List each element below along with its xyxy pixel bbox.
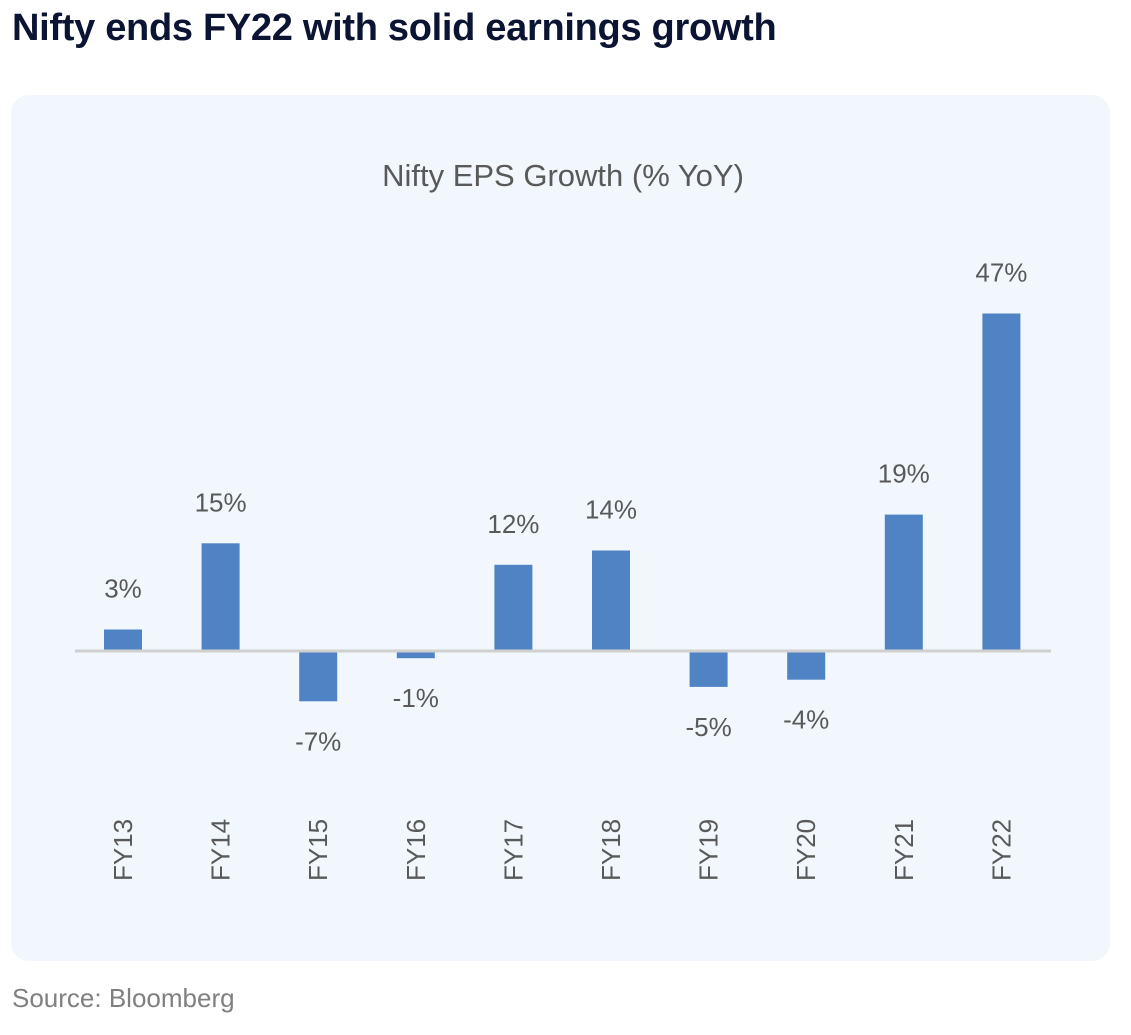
source-note: Source: Bloomberg [12, 983, 235, 1013]
data-label-fy19: -5% [685, 712, 731, 742]
data-labels-group: 3% 15% -7% -1% 12% 14% -5% -4% 19% 47% [104, 258, 1027, 757]
bar-fy20 [787, 651, 826, 680]
data-label-fy14: 15% [195, 487, 247, 517]
chart-title: Nifty EPS Growth (% YoY) [382, 158, 744, 193]
bars-group [104, 313, 1021, 702]
chart-card: Nifty EPS Growth (% YoY) 3% 15% -7% -1% 12% 1… [11, 95, 1110, 961]
data-label-fy22: 47% [975, 258, 1027, 288]
x-tick-label-fy19: FY19 [694, 819, 724, 881]
x-tick-label-fy17: FY17 [498, 819, 528, 881]
eps-growth-chart: Nifty EPS Growth (% YoY) 3% 15% -7% -1% 12% 1… [75, 158, 1051, 881]
data-label-fy21: 19% [878, 459, 930, 489]
x-tick-label-fy14: FY14 [206, 819, 236, 881]
data-label-fy13: 3% [104, 574, 142, 604]
bar-fy22 [982, 313, 1021, 651]
bar-fy16 [396, 651, 435, 659]
x-tick-label-fy22: FY22 [986, 819, 1016, 881]
data-label-fy16: -1% [393, 683, 439, 713]
data-label-fy20: -4% [783, 705, 829, 735]
x-tick-labels-group: FY13 FY14 FY15 FY16 FY17 FY18 FY19 FY20 FY21 FY22 [108, 819, 1016, 881]
bar-fy21 [884, 514, 923, 651]
bar-fy17 [494, 564, 533, 651]
bar-fy19 [689, 651, 728, 687]
data-label-fy15: -7% [295, 726, 341, 756]
page-title: Nifty ends FY22 with solid earnings grow… [12, 7, 777, 49]
x-tick-label-fy21: FY21 [889, 819, 919, 881]
bar-fy14 [201, 543, 240, 651]
x-tick-label-fy18: FY18 [596, 819, 626, 881]
x-tick-label-fy16: FY16 [401, 819, 431, 881]
x-tick-label-fy20: FY20 [791, 819, 821, 881]
bar-fy15 [299, 651, 338, 702]
data-label-fy18: 14% [585, 495, 637, 525]
x-tick-label-fy15: FY15 [303, 819, 333, 881]
x-tick-label-fy13: FY13 [108, 819, 138, 881]
bar-fy13 [104, 629, 142, 651]
bar-fy18 [592, 550, 630, 651]
data-label-fy17: 12% [487, 509, 539, 539]
